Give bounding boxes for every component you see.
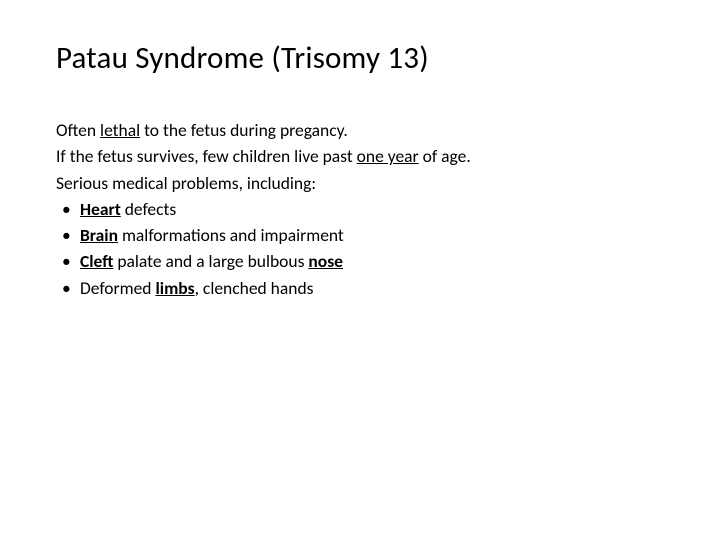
bullet-4-rest: , clenched hands [195,277,314,299]
bullet-2-key: Brain [80,224,118,246]
bullet-4-key: limbs [155,277,194,299]
bullet-3-key-a: Cleft [80,250,113,272]
bullet-3-mid: palate and a large bulbous [113,250,308,272]
line-2-part-c: of age. [419,145,471,167]
slide: Patau Syndrome (Trisomy 13) Often lethal… [0,0,720,540]
bullet-list: Heart defects Brain malformations and im… [56,196,664,301]
bullet-2-rest: malformations and impairment [118,224,344,246]
line-1: Often lethal to the fetus during preganc… [56,117,664,143]
bullet-4: Deformed limbs, clenched hands [56,275,664,301]
bullet-1-rest: defects [121,198,176,220]
line-2-part-a: If the fetus survives, few children live… [56,145,357,167]
bullet-3-key-b: nose [308,250,343,272]
bullet-1: Heart defects [56,196,664,222]
bullet-4-pre: Deformed [80,277,155,299]
line-1-part-a: Often [56,119,100,141]
bullet-2: Brain malformations and impairment [56,222,664,248]
line-3: Serious medical problems, including: [56,170,664,196]
slide-title: Patau Syndrome (Trisomy 13) [56,40,664,77]
bullet-1-key: Heart [80,198,121,220]
line-1-part-c: to the fetus during pregancy. [140,119,348,141]
line-2-underline: one year [357,145,419,167]
line-2: If the fetus survives, few children live… [56,143,664,169]
bullet-3: Cleft palate and a large bulbous nose [56,248,664,274]
line-1-underline: lethal [100,119,140,141]
body-text: Often lethal to the fetus during preganc… [56,117,664,301]
